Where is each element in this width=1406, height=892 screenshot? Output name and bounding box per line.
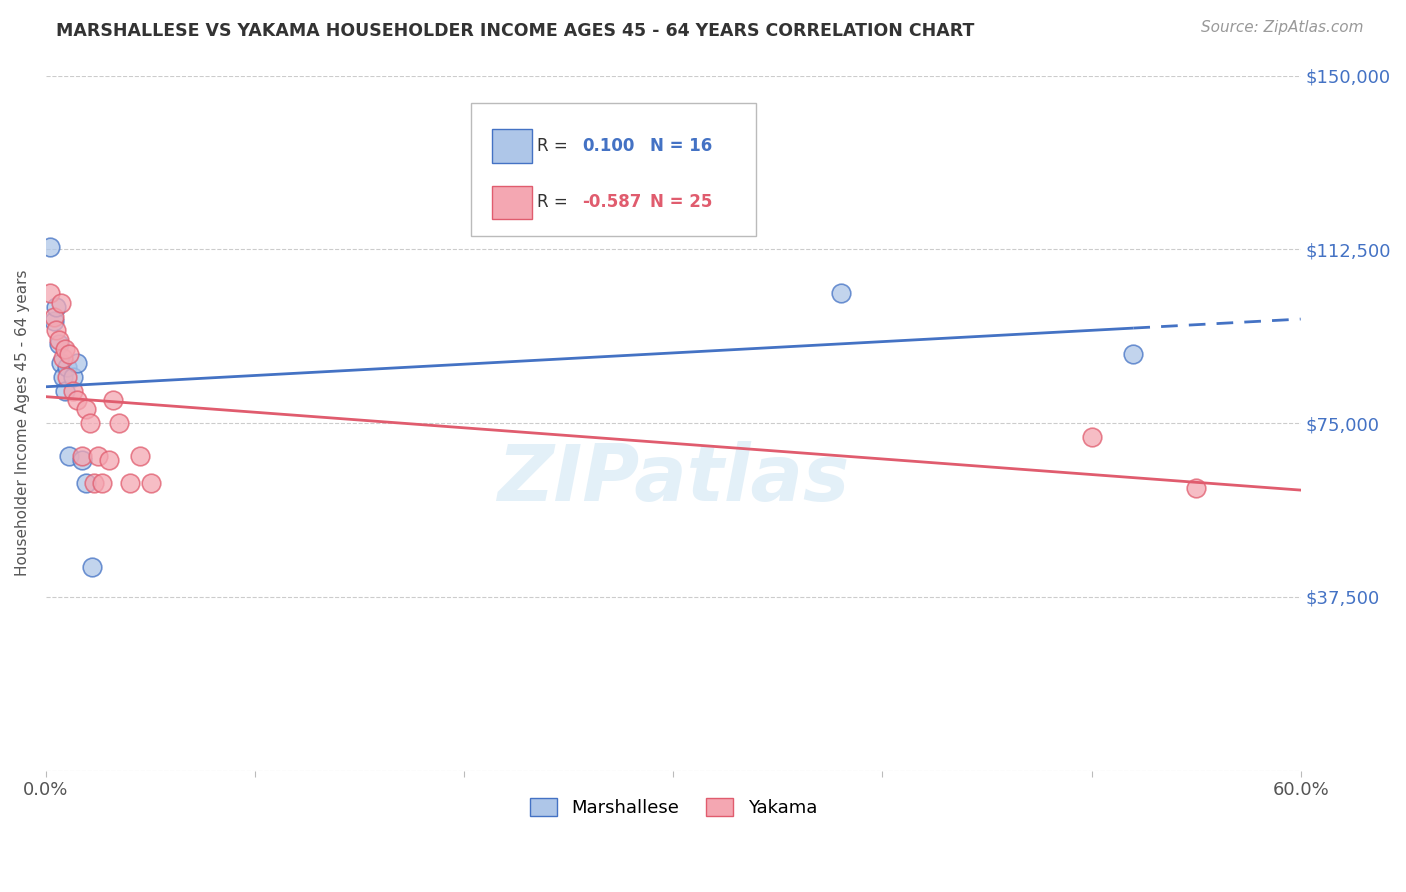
Point — [80, 559, 103, 574]
Point — [52, 369, 75, 384]
Text: ZIPatlas: ZIPatlas — [498, 441, 849, 516]
Point — [1122, 346, 1144, 360]
Point — [139, 476, 162, 491]
Point — [118, 476, 141, 491]
Point — [101, 392, 124, 407]
Point — [830, 286, 852, 301]
Point — [52, 351, 75, 366]
Point — [70, 453, 93, 467]
Point — [79, 416, 101, 430]
Point — [49, 295, 72, 310]
Point — [66, 392, 89, 407]
Point — [1185, 481, 1208, 495]
Point — [1080, 430, 1102, 444]
Point — [83, 476, 105, 491]
Point — [91, 476, 114, 491]
Text: -0.587: -0.587 — [582, 194, 641, 211]
Text: Source: ZipAtlas.com: Source: ZipAtlas.com — [1201, 20, 1364, 35]
Point — [39, 286, 62, 301]
Point — [129, 449, 152, 463]
Point — [53, 384, 76, 398]
Point — [97, 453, 120, 467]
Point — [58, 449, 80, 463]
Point — [70, 449, 93, 463]
Point — [62, 384, 84, 398]
Point — [58, 346, 80, 360]
Point — [45, 323, 67, 337]
Point — [66, 356, 89, 370]
Point — [49, 356, 72, 370]
Point — [75, 402, 97, 417]
Y-axis label: Householder Income Ages 45 - 64 years: Householder Income Ages 45 - 64 years — [15, 270, 30, 576]
Legend: Marshallese, Yakama: Marshallese, Yakama — [523, 790, 824, 824]
Point — [75, 476, 97, 491]
Point — [53, 342, 76, 356]
Point — [48, 337, 70, 351]
Text: N = 25: N = 25 — [650, 194, 711, 211]
Point — [108, 416, 131, 430]
Point — [62, 369, 84, 384]
Point — [48, 333, 70, 347]
Text: R =: R = — [537, 194, 574, 211]
Point — [56, 369, 79, 384]
Point — [87, 449, 110, 463]
Point — [56, 360, 79, 375]
Point — [39, 240, 62, 254]
Text: MARSHALLESE VS YAKAMA HOUSEHOLDER INCOME AGES 45 - 64 YEARS CORRELATION CHART: MARSHALLESE VS YAKAMA HOUSEHOLDER INCOME… — [56, 22, 974, 40]
Text: R =: R = — [537, 137, 574, 155]
Point — [45, 300, 67, 314]
Point — [44, 310, 66, 324]
Text: 0.100: 0.100 — [582, 137, 634, 155]
Point — [44, 314, 66, 328]
Text: N = 16: N = 16 — [650, 137, 711, 155]
